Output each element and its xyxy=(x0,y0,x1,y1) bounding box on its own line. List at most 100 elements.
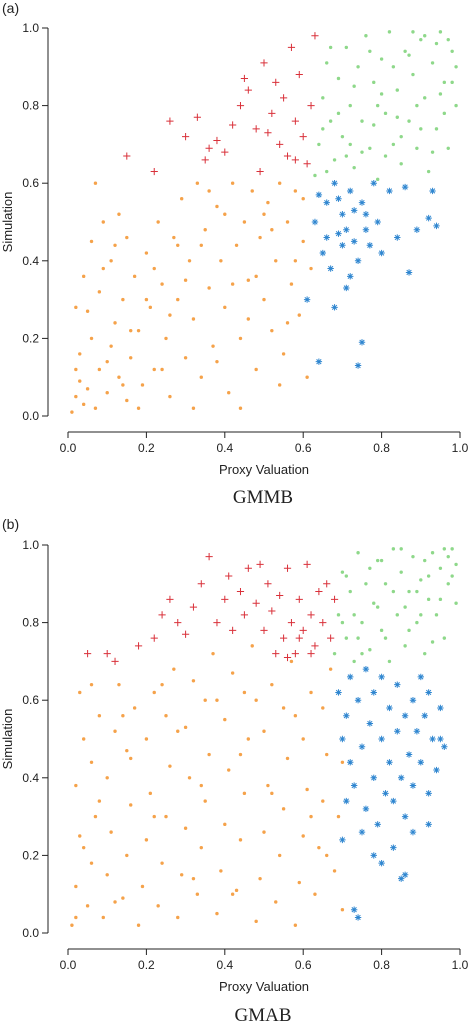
data-point xyxy=(199,783,203,788)
data-point xyxy=(417,673,424,681)
data-point xyxy=(401,871,409,878)
data-point xyxy=(227,768,231,772)
data-point xyxy=(311,32,319,40)
data-point xyxy=(189,603,198,611)
x-tick-label: 0.6 xyxy=(295,958,312,972)
data-point xyxy=(158,611,166,619)
data-point xyxy=(347,673,354,681)
data-point xyxy=(125,748,129,753)
data-point xyxy=(287,619,296,627)
data-point xyxy=(230,282,235,286)
data-point xyxy=(303,296,311,303)
data-point xyxy=(335,195,342,202)
data-point xyxy=(152,690,156,695)
series-green-dot xyxy=(332,547,458,664)
data-point xyxy=(295,70,303,79)
data-point xyxy=(347,273,354,280)
data-point xyxy=(366,720,374,727)
data-point xyxy=(430,640,435,644)
data-point xyxy=(152,266,156,271)
data-point xyxy=(229,121,237,129)
data-point xyxy=(215,204,219,209)
data-point xyxy=(323,580,331,588)
data-point xyxy=(270,228,274,232)
data-point xyxy=(223,212,227,216)
data-point xyxy=(285,756,290,761)
data-point xyxy=(97,290,102,294)
data-point xyxy=(315,358,323,365)
data-point xyxy=(305,787,309,792)
data-point xyxy=(164,814,168,819)
data-point xyxy=(256,167,264,176)
data-point xyxy=(313,173,317,178)
data-point xyxy=(362,226,370,233)
data-point xyxy=(213,619,221,627)
data-point xyxy=(287,43,296,51)
data-point xyxy=(325,752,329,757)
data-point xyxy=(152,814,156,819)
y-tick-label: 0.6 xyxy=(22,176,39,190)
data-point xyxy=(364,34,368,38)
data-point xyxy=(350,782,358,789)
x-tick-label: 0.4 xyxy=(216,958,233,972)
y-tick-label: 0.4 xyxy=(22,254,39,268)
data-point xyxy=(299,626,307,634)
data-point xyxy=(254,919,258,924)
data-point xyxy=(250,189,254,193)
data-point xyxy=(117,682,121,687)
data-point xyxy=(266,783,270,788)
x-tick-label: 0.8 xyxy=(373,441,390,455)
data-point xyxy=(238,336,243,341)
data-point xyxy=(272,650,280,658)
data-point xyxy=(160,861,164,865)
data-point xyxy=(340,760,345,764)
data-point xyxy=(434,613,439,617)
data-point xyxy=(321,96,325,100)
data-point xyxy=(280,94,288,102)
data-point xyxy=(132,274,137,279)
data-point xyxy=(276,140,284,148)
data-point xyxy=(262,297,266,302)
data-point xyxy=(203,799,207,803)
data-point xyxy=(344,154,349,158)
series-blue-asterisk xyxy=(335,665,448,921)
y-tick-label: 0.2 xyxy=(22,848,39,862)
data-point xyxy=(244,86,252,94)
y-tick-label: 1.0 xyxy=(22,21,39,35)
data-point xyxy=(176,297,180,302)
data-point xyxy=(415,620,419,625)
data-point xyxy=(121,896,125,900)
data-point xyxy=(403,49,407,53)
data-point xyxy=(183,356,188,360)
data-point xyxy=(227,391,231,395)
data-point xyxy=(148,305,153,310)
data-point xyxy=(277,181,282,185)
data-point xyxy=(344,636,349,640)
data-point xyxy=(407,628,411,633)
data-point xyxy=(354,257,362,264)
x-tick-label: 0.2 xyxy=(138,441,155,455)
data-point xyxy=(176,243,180,247)
data-point xyxy=(111,657,119,665)
data-point xyxy=(246,278,251,282)
data-point xyxy=(344,574,349,578)
y-tick-label: 0.0 xyxy=(22,926,39,940)
data-point xyxy=(266,200,270,205)
data-point xyxy=(305,375,309,379)
data-point xyxy=(360,651,364,656)
data-point xyxy=(277,383,282,387)
data-point xyxy=(258,235,262,240)
data-point xyxy=(89,682,94,687)
data-point xyxy=(129,356,133,360)
data-point xyxy=(215,359,219,364)
data-point xyxy=(166,595,174,603)
data-point xyxy=(321,799,325,803)
data-point xyxy=(85,904,90,908)
data-point xyxy=(372,123,376,127)
data-point xyxy=(89,861,94,865)
data-point xyxy=(291,650,299,658)
series-red-plus xyxy=(123,32,319,176)
data-point xyxy=(399,570,403,574)
data-point xyxy=(148,791,153,796)
data-point xyxy=(168,764,172,768)
